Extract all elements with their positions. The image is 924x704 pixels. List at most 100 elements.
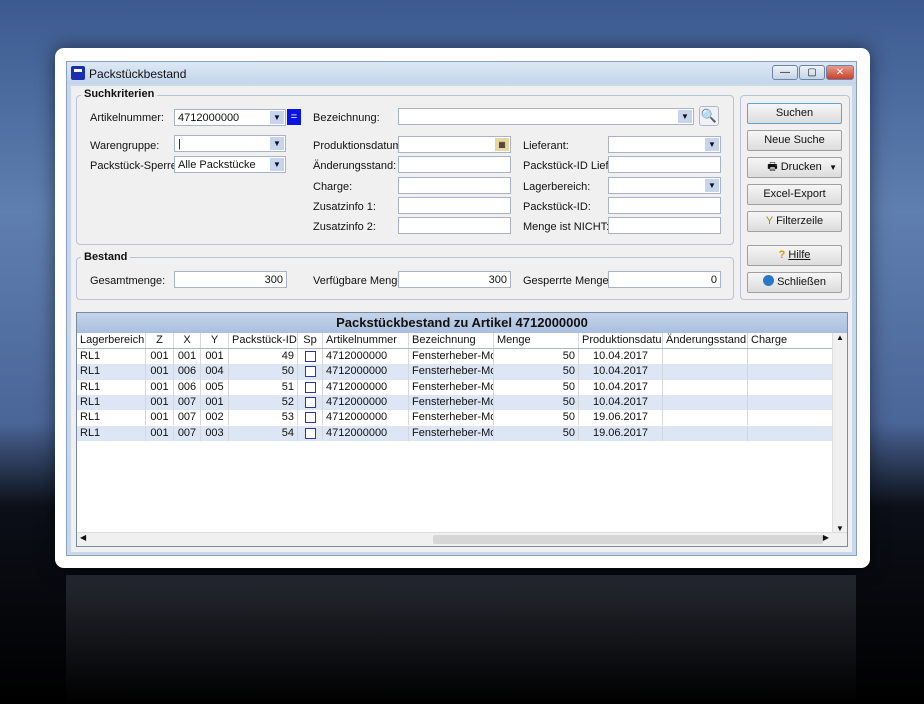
suchen-button[interactable]: Suchen	[747, 103, 842, 124]
column-header[interactable]: Charge	[748, 333, 833, 348]
sperre-checkbox[interactable]	[298, 425, 323, 441]
cell: RL1	[77, 379, 146, 395]
cell: 006	[174, 379, 201, 395]
cell: Fensterheber-Motor	[409, 364, 494, 380]
chevron-down-icon[interactable]: ▼	[705, 138, 719, 151]
artikelnummer-combo[interactable]: 4712000000 ▼	[174, 109, 286, 126]
scroll-right-icon[interactable]: ▶	[822, 533, 829, 542]
column-header[interactable]: X	[174, 333, 201, 348]
cell	[748, 349, 833, 365]
zusatzinfo2-input[interactable]	[398, 217, 511, 234]
calendar-icon[interactable]: ▦	[495, 138, 509, 151]
produktionsdatum-input[interactable]: ▦	[398, 136, 511, 153]
hilfe-button[interactable]: ? Hilfe	[747, 245, 842, 266]
chevron-down-icon[interactable]: ▼	[270, 137, 284, 150]
maximize-button[interactable]: ▢	[799, 65, 825, 80]
table-row[interactable]: RL1001007001524712000000Fensterheber-Mot…	[77, 394, 833, 411]
scroll-down-icon[interactable]: ▼	[836, 524, 844, 533]
scroll-left-icon[interactable]: ◀	[80, 533, 87, 542]
column-header[interactable]: Z	[146, 333, 174, 348]
filterzeile-button[interactable]: Y Filterzeile	[747, 211, 842, 232]
grid-title: Packstückbestand zu Artikel 4712000000	[77, 313, 847, 333]
vertical-scrollbar[interactable]: ▲ ▼	[832, 333, 847, 533]
sperre-checkbox[interactable]	[298, 379, 323, 395]
excel-export-button[interactable]: Excel-Export	[747, 184, 842, 205]
chevron-down-icon[interactable]: ▼	[705, 179, 719, 192]
dropdown-arrow-icon[interactable]: ▼	[829, 163, 837, 172]
title-bar: Packstückbestand — ▢ ✕	[67, 62, 856, 84]
sperre-checkbox[interactable]	[298, 410, 323, 426]
chevron-down-icon[interactable]: ▼	[270, 111, 284, 124]
cell: RL1	[77, 410, 146, 426]
packstueck-id-input[interactable]	[608, 197, 721, 214]
cell: 004	[201, 364, 229, 380]
lieferant-combo[interactable]: ▼	[608, 136, 721, 153]
schliessen-label: Schließen	[777, 276, 826, 288]
column-header[interactable]: Änderungsstand	[663, 333, 748, 348]
scroll-up-icon[interactable]: ▲	[836, 333, 844, 342]
packstueck-id-lief-label: Packstück-ID Lief.:	[523, 160, 615, 172]
charge-input[interactable]	[398, 177, 511, 194]
column-header[interactable]: Packstück-ID	[229, 333, 298, 348]
column-header[interactable]: Y	[201, 333, 229, 348]
minimize-button[interactable]: —	[772, 65, 798, 80]
close-button[interactable]: ✕	[826, 65, 854, 80]
column-header[interactable]: Bezeichnung	[409, 333, 494, 348]
sperre-checkbox[interactable]	[298, 349, 323, 365]
zusatzinfo2-label: Zusatzinfo 2:	[313, 221, 376, 233]
table-row[interactable]: RL1001006004504712000000Fensterheber-Mot…	[77, 364, 833, 380]
packstueck-grid: Packstückbestand zu Artikel 4712000000 L…	[76, 312, 848, 547]
search-icon[interactable]: 🔍	[699, 106, 719, 126]
charge-label: Charge:	[313, 181, 353, 193]
drucken-button[interactable]: 🖶 Drucken ▼	[747, 157, 842, 178]
packstueck-id-lief-input[interactable]	[608, 156, 721, 173]
chevron-down-icon[interactable]: ▼	[678, 110, 692, 123]
column-header[interactable]: Lagerbereich	[77, 333, 146, 348]
cell: 54	[229, 425, 298, 441]
cell: 001	[146, 364, 174, 380]
cell: 53	[229, 410, 298, 426]
filter-icon: Y	[765, 215, 777, 227]
cell	[748, 364, 833, 380]
sperre-combo[interactable]: Alle Packstücke ▼	[174, 156, 286, 173]
sperre-checkbox[interactable]	[298, 364, 323, 380]
cell: 007	[174, 410, 201, 426]
window-title: Packstückbestand	[89, 67, 187, 81]
zusatzinfo1-input[interactable]	[398, 197, 511, 214]
cell: 001	[201, 349, 229, 365]
scrollbar-thumb[interactable]	[433, 535, 823, 544]
column-header[interactable]: Artikelnummer	[323, 333, 409, 348]
equals-button[interactable]: =	[287, 109, 301, 125]
cell	[663, 364, 748, 380]
menge-nicht-input[interactable]	[608, 217, 721, 234]
chevron-down-icon[interactable]: ▼	[270, 158, 284, 171]
aenderungsstand-input[interactable]	[398, 156, 511, 173]
column-header[interactable]: Menge	[494, 333, 579, 348]
column-header[interactable]: Sp	[298, 333, 323, 348]
search-legend: Suchkriterien	[81, 88, 158, 100]
filterzeile-label: Filterzeile	[776, 215, 824, 227]
column-header[interactable]: Produktionsdatum	[579, 333, 663, 348]
warengruppe-combo[interactable]: | ▼	[174, 135, 286, 152]
schliessen-button[interactable]: Schließen	[747, 272, 842, 293]
cell	[663, 410, 748, 426]
sperre-checkbox[interactable]	[298, 394, 323, 411]
sperre-label: Packstück-Sperre:	[90, 160, 180, 172]
neue-suche-button[interactable]: Neue Suche	[747, 130, 842, 151]
lagerbereich-combo[interactable]: ▼	[608, 177, 721, 194]
cell	[748, 410, 833, 426]
cell: 001	[146, 425, 174, 441]
sperre-value: Alle Packstücke	[178, 159, 256, 171]
bezeichnung-combo[interactable]: ▼	[398, 108, 694, 125]
horizontal-scrollbar[interactable]: ◀ ▶	[77, 532, 847, 546]
gesamt-value: 300	[174, 271, 287, 288]
cell	[748, 425, 833, 441]
produktionsdatum-label: Produktionsdatum:	[313, 140, 405, 152]
table-row[interactable]: RL1001001001494712000000Fensterheber-Mot…	[77, 349, 833, 365]
help-icon: ?	[778, 249, 789, 261]
cell: 19.06.2017	[579, 410, 663, 426]
cell: RL1	[77, 349, 146, 365]
